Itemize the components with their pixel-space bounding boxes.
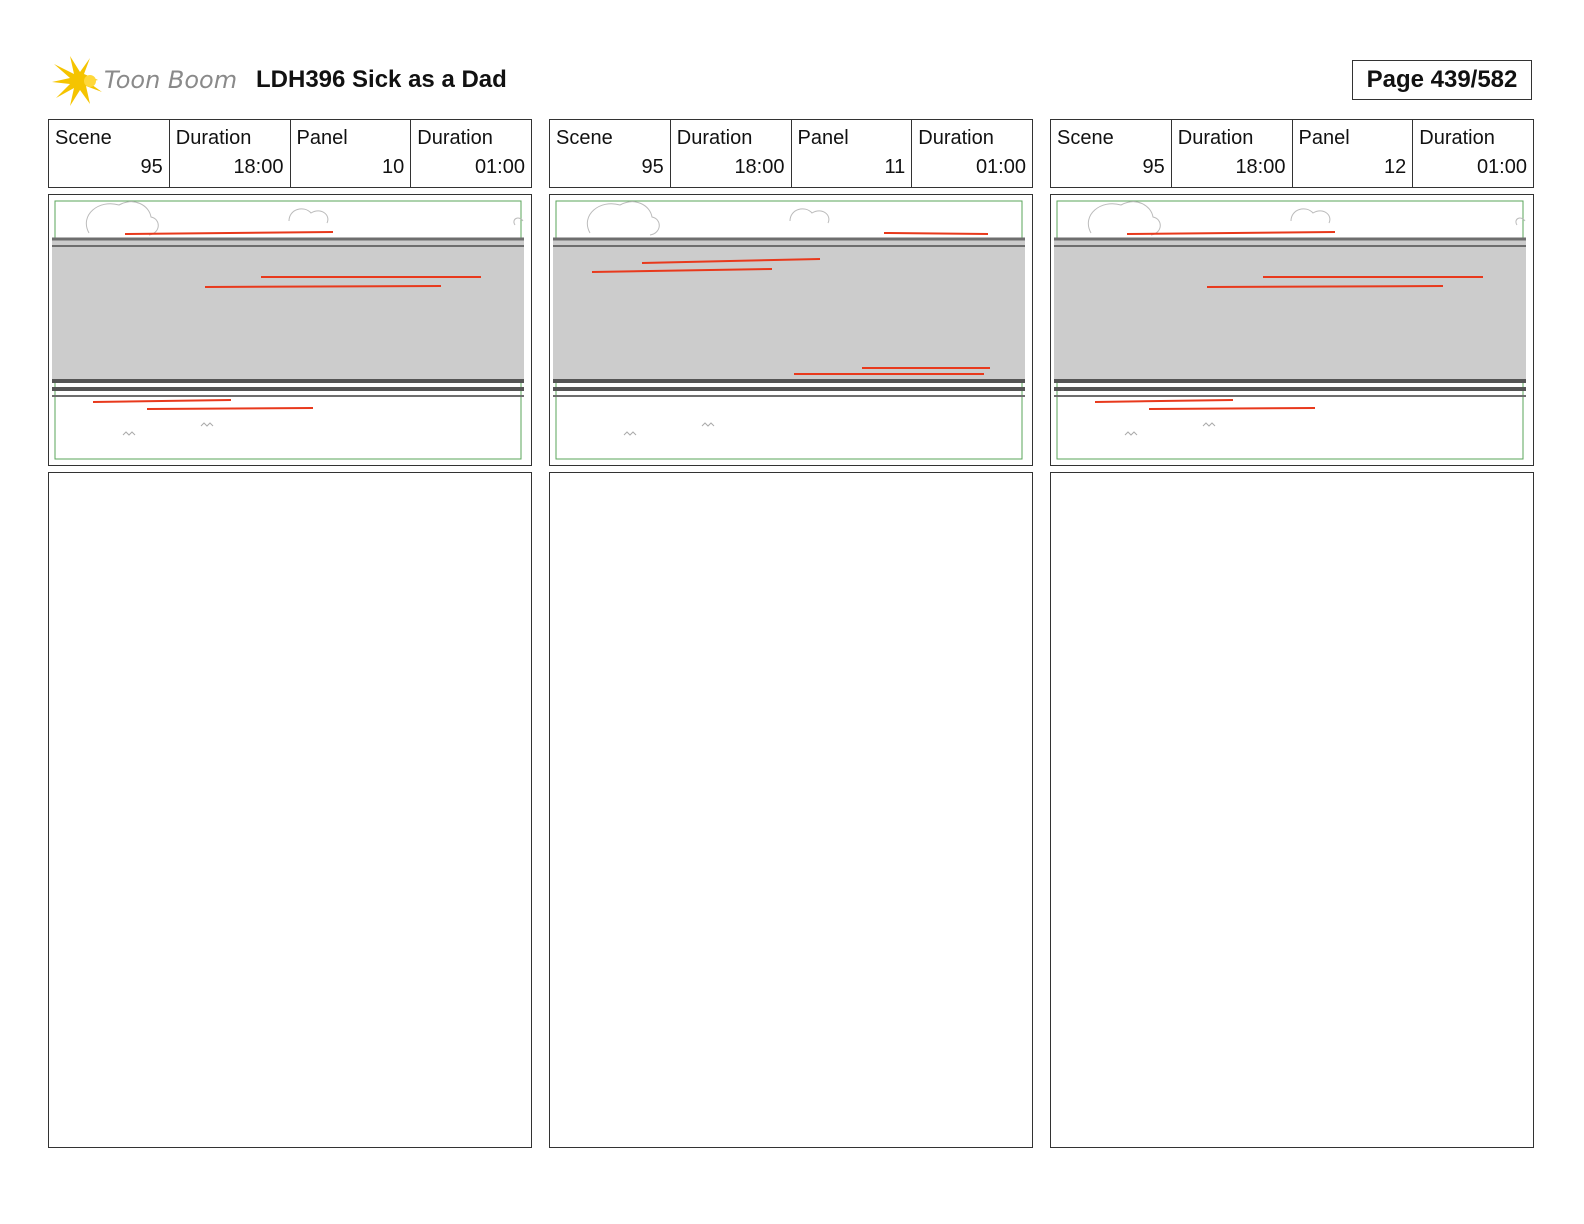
scene-label: Scene	[1057, 127, 1114, 149]
speed-line	[641, 258, 821, 264]
speed-line	[1206, 285, 1444, 288]
scene-value: 95	[641, 156, 664, 178]
cloud-sketch	[288, 208, 329, 224]
scene-cell: Scene 95	[1051, 120, 1171, 187]
panel-duration-label: Duration	[417, 127, 493, 149]
panel-notes-box	[48, 472, 532, 1148]
speed-line	[92, 399, 232, 403]
storyboard-column-2: Scene 95 Duration 18:00 Panel 11 Duratio…	[549, 119, 1033, 1148]
cloud-sketch	[586, 201, 660, 236]
panel-duration-cell: Duration 01:00	[911, 120, 1032, 187]
scene-duration-cell: Duration 18:00	[669, 120, 791, 187]
panel-cell: Panel 12	[1291, 120, 1413, 187]
panel-info-table: Scene 95 Duration 18:00 Panel 11 Duratio…	[549, 119, 1033, 188]
grass-sketch	[1124, 431, 1138, 436]
speed-line	[1094, 399, 1234, 403]
cloud-sketch	[85, 201, 159, 236]
panel-duration-value: 01:00	[1476, 156, 1527, 178]
scene-label: Scene	[556, 127, 613, 149]
panel-notes-box	[1050, 472, 1534, 1148]
scene-value: 95	[1142, 156, 1165, 178]
panel-duration-cell: Duration 01:00	[410, 120, 531, 187]
scene-label: Scene	[55, 127, 112, 149]
grass-sketch	[200, 422, 214, 427]
scene-duration-label: Duration	[175, 127, 252, 149]
scene-duration-label: Duration	[676, 127, 753, 149]
panel-label: Panel	[797, 127, 849, 149]
panel-value: 10	[382, 156, 405, 178]
grass-sketch	[701, 422, 715, 427]
panel-value: 11	[884, 156, 906, 178]
scene-duration-cell: Duration 18:00	[168, 120, 290, 187]
panel-cell: Panel 11	[790, 120, 912, 187]
scene-cell: Scene 95	[550, 120, 670, 187]
panel-duration-label: Duration	[1419, 127, 1495, 149]
scene-duration-cell: Duration 18:00	[1170, 120, 1292, 187]
grass-sketch	[623, 431, 637, 436]
cloud-sketch	[1290, 208, 1331, 224]
road	[553, 239, 1025, 381]
document-title: LDH396 Sick as a Dad	[256, 66, 507, 93]
panel-drawing	[1054, 200, 1526, 460]
speed-line	[146, 407, 314, 410]
storyboard-column-3: Scene 95 Duration 18:00 Panel 12 Duratio…	[1050, 119, 1534, 1148]
speed-line	[1148, 407, 1316, 410]
scene-duration-value: 18:00	[734, 156, 785, 178]
cloud-sketch	[1087, 201, 1161, 236]
storyboard-column-1: Scene 95 Duration 18:00 Panel 10 Duratio…	[48, 119, 532, 1148]
panel-image-frame	[549, 194, 1033, 466]
grass-sketch	[1202, 422, 1216, 427]
cloud-sketch	[513, 217, 524, 226]
panel-image-frame	[1050, 194, 1534, 466]
panel-info-table: Scene 95 Duration 18:00 Panel 12 Duratio…	[1050, 119, 1534, 188]
star-burst-icon	[52, 56, 102, 106]
speed-line	[1126, 231, 1336, 235]
panel-value: 12	[1384, 156, 1407, 178]
speed-line	[591, 268, 773, 273]
panel-duration-value: 01:00	[474, 156, 525, 178]
panel-duration-cell: Duration 01:00	[1412, 120, 1533, 187]
scene-duration-value: 18:00	[233, 156, 284, 178]
panel-duration-label: Duration	[918, 127, 994, 149]
panel-drawing	[52, 200, 524, 460]
panel-label: Panel	[1298, 127, 1350, 149]
scene-duration-value: 18:00	[1235, 156, 1286, 178]
panel-cell: Panel 10	[289, 120, 411, 187]
speed-line	[204, 285, 442, 288]
grass-sketch	[122, 431, 136, 436]
road	[52, 239, 524, 381]
scene-cell: Scene 95	[49, 120, 169, 187]
toon-boom-logo: Toon Boom	[50, 54, 240, 108]
speed-line	[124, 231, 334, 235]
panel-duration-value: 01:00	[975, 156, 1026, 178]
scene-value: 95	[140, 156, 163, 178]
scene-duration-label: Duration	[1177, 127, 1254, 149]
cloud-sketch	[1515, 217, 1526, 226]
cloud-sketch	[789, 208, 830, 224]
page-number-box: Page 439/582	[1352, 60, 1532, 100]
panel-info-table: Scene 95 Duration 18:00 Panel 10 Duratio…	[48, 119, 532, 188]
road	[1054, 239, 1526, 381]
speed-line	[883, 232, 989, 235]
panel-notes-box	[549, 472, 1033, 1148]
panel-label: Panel	[296, 127, 348, 149]
logo-wordmark: Toon Boom	[104, 66, 238, 94]
panel-image-frame	[48, 194, 532, 466]
panel-drawing	[553, 200, 1025, 460]
